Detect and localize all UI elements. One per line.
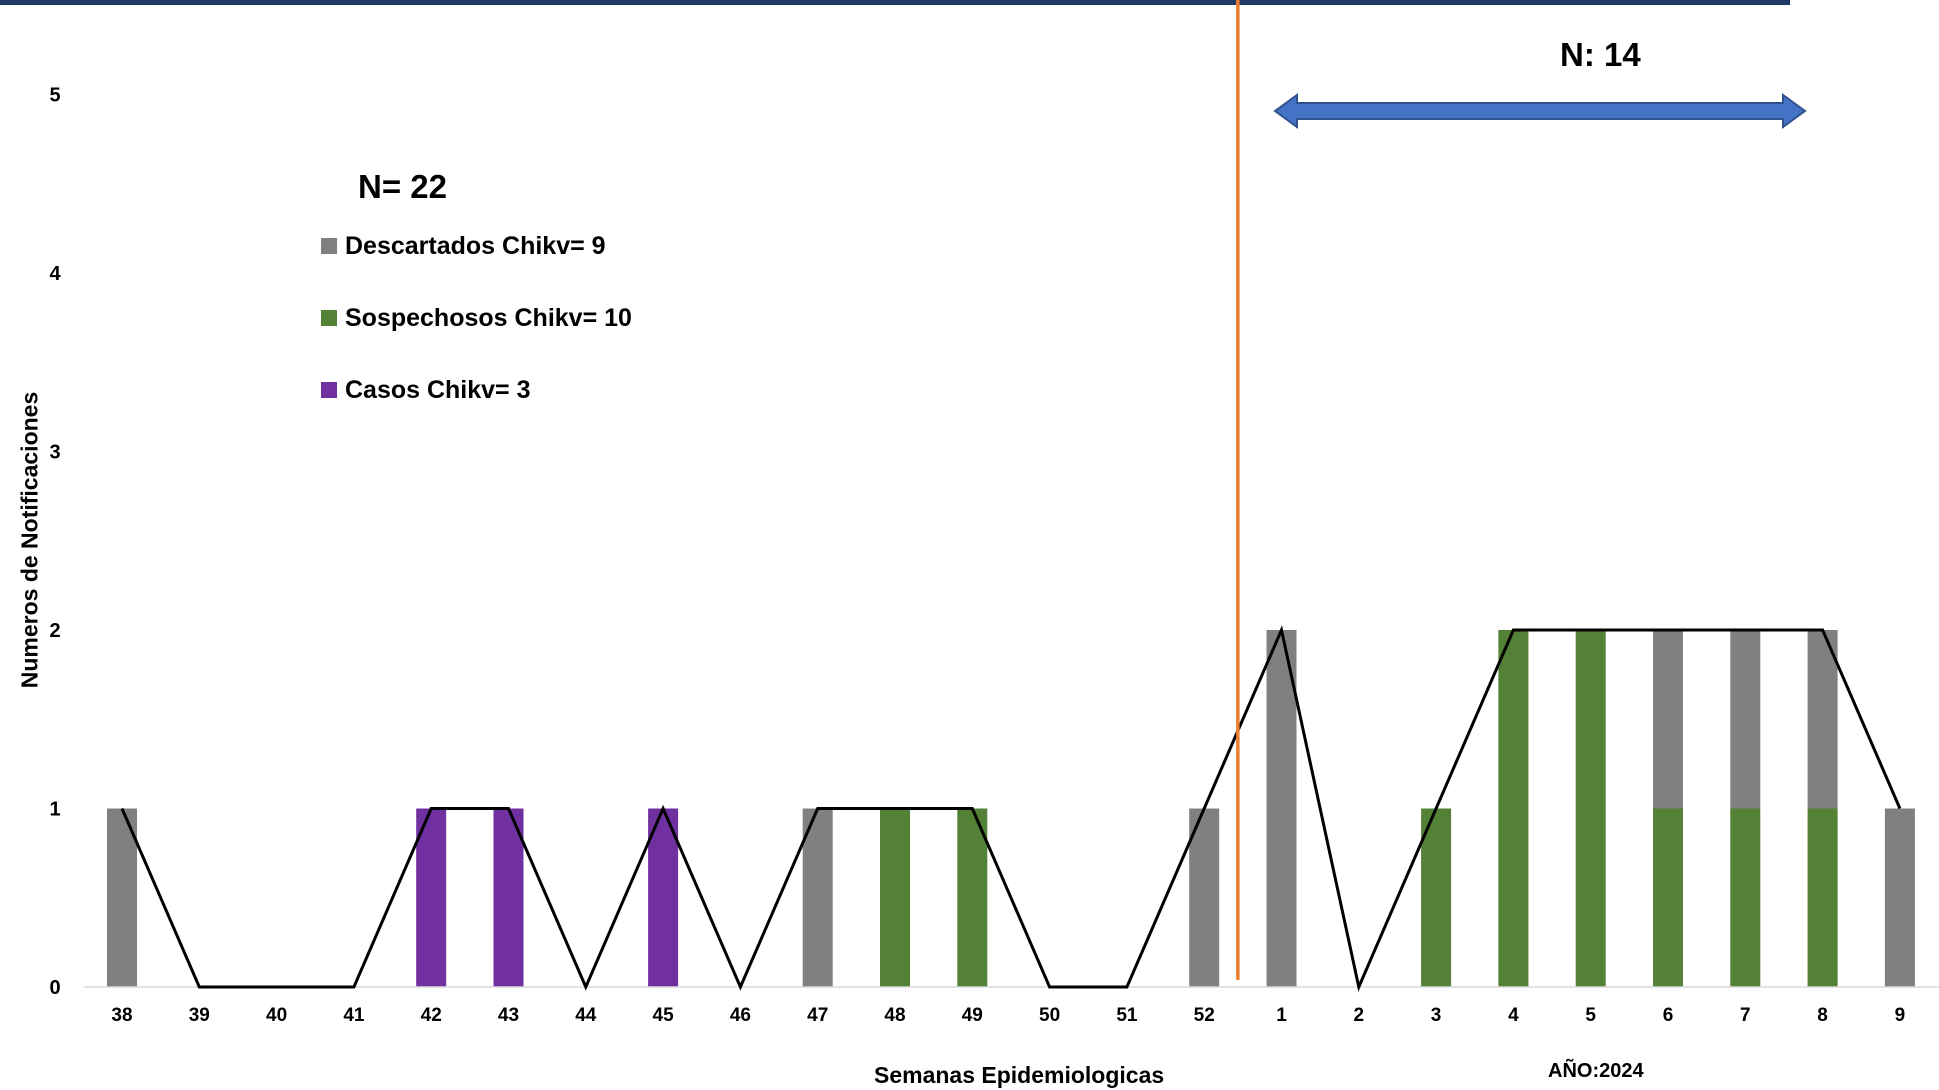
n-total-annotation: N= 22 [358,168,447,205]
bar-sospechosos-4 [1498,630,1529,987]
n-2024-annotation: N: 14 [1560,36,1641,73]
x-tick-label: 3 [1431,1005,1442,1026]
legend-item-casos: Casos Chikv= 3 [321,370,632,410]
x-tick-label: 38 [111,1005,132,1026]
bar-descartados-7 [1730,630,1761,809]
y-tick-label: 0 [49,977,60,999]
x-tick-label: 2 [1354,1005,1365,1026]
x-tick-label: 43 [498,1005,519,1026]
total-trend-line [120,625,1902,992]
x-tick-label: 52 [1194,1005,1215,1026]
bar-sospechosos-49 [957,808,988,987]
x-tick-label: 40 [266,1005,287,1026]
bar-sospechosos-5 [1575,630,1606,987]
bar-descartados-47 [802,808,833,987]
bar-sospechosos-7 [1730,808,1761,987]
bar-descartados-38 [107,808,137,987]
y-tick-label: 2 [49,620,60,642]
bar-descartados-8 [1807,630,1838,809]
legend: Descartados Chikv= 9 Sospechosos Chikv= … [321,226,632,442]
x-tick-label: 6 [1663,1005,1674,1026]
y-axis-label: Numeros de Notificaciones [16,391,43,689]
bar-sospechosos-3 [1421,808,1452,987]
top-border [0,0,1790,5]
bar-casos-45 [648,808,679,987]
x-tick-label: 47 [807,1005,828,1026]
bar-casos-42 [416,808,447,987]
legend-label-descartados: Descartados Chikv= 9 [345,231,606,260]
y-tick-label: 1 [49,799,60,821]
bar-descartados-9 [1884,808,1915,987]
x-tick-label: 8 [1817,1005,1828,1026]
legend-label-sospechosos: Sospechosos Chikv= 10 [345,303,632,332]
x-axis-label: Semanas Epidemiologicas [874,1062,1165,1088]
legend-label-casos: Casos Chikv= 3 [345,375,531,404]
legend-swatch-casos [321,382,337,398]
y-tick-label: 3 [49,442,60,464]
x-tick-label: 42 [421,1005,442,1026]
x-tick-label: 4 [1508,1005,1519,1026]
x-tick-label: 45 [653,1005,675,1026]
legend-item-sospechosos: Sospechosos Chikv= 10 [321,298,632,338]
x-tick-label: 41 [343,1005,365,1026]
x-tick-label: 9 [1895,1005,1906,1026]
legend-item-descartados: Descartados Chikv= 9 [321,226,632,266]
bar-casos-43 [493,808,524,987]
bar-descartados-6 [1653,630,1683,809]
bar-descartados-52 [1189,808,1220,987]
x-tick-label: 50 [1039,1005,1060,1026]
legend-swatch-sospechosos [321,310,337,326]
x-tick-label: 46 [730,1005,751,1026]
x-tick-label: 5 [1585,1005,1596,1026]
x-tick-label: 7 [1740,1005,1751,1026]
legend-swatch-descartados [321,238,337,254]
bar-sospechosos-6 [1653,808,1683,987]
x-tick-label: 51 [1116,1005,1138,1026]
bar-descartados-1 [1266,630,1297,987]
x-tick-label: 1 [1276,1005,1287,1026]
year-annotation: AÑO:2024 [1548,1060,1644,1082]
x-tick-label: 44 [575,1005,597,1026]
y-tick-label: 5 [49,85,60,107]
bar-sospechosos-48 [880,808,910,987]
bar-sospechosos-8 [1807,808,1838,987]
x-tick-label: 48 [884,1005,905,1026]
y-tick-label: 4 [49,263,61,285]
x-tick-label: 49 [962,1005,983,1026]
x-tick-label: 39 [189,1005,210,1026]
range-arrow [1273,93,1807,129]
